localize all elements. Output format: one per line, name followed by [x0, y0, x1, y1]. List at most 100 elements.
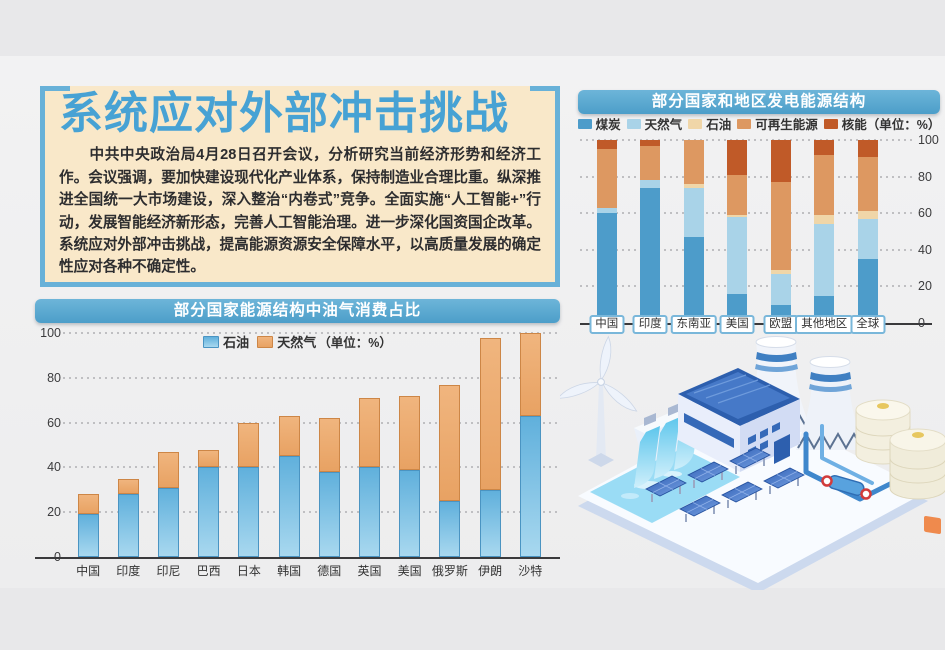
solar-panel	[729, 447, 771, 474]
solar-panel	[645, 475, 687, 502]
legend-label: 天然气	[644, 118, 683, 132]
bar-segment	[198, 467, 220, 557]
bar	[683, 140, 704, 323]
bar-segment	[439, 384, 461, 501]
corner-bracket-right	[530, 86, 560, 91]
legend-swatch	[257, 335, 274, 348]
left-chart-legend: 石油 天然气 （单位：%）	[35, 332, 560, 351]
bar-segment	[318, 471, 340, 557]
right-chart-title: 部分国家和地区发电能源结构	[578, 90, 940, 114]
x-tick-label: 俄罗斯	[431, 564, 468, 578]
category-label-box: 欧盟	[763, 315, 799, 334]
bar	[117, 478, 139, 557]
x-tick-label: 美国	[397, 564, 422, 578]
bar-segment	[359, 467, 380, 557]
bar-segment	[814, 154, 835, 216]
power-mix-chart: 020406080100中国印度东南亚美国欧盟其他地区全球	[580, 132, 942, 337]
category-label-box: 美国	[719, 315, 755, 334]
bar-segment	[814, 140, 835, 155]
bar-segment	[77, 514, 99, 557]
intro-panel: 系统应对外部冲击挑战 中共中央政治局4月28日召开会议，分析研究当前经济形势和经…	[40, 86, 560, 287]
x-tick-label: 德国	[317, 564, 342, 578]
solar-panel	[687, 461, 729, 488]
x-tick-label: 英国	[357, 564, 382, 578]
bar	[278, 415, 300, 557]
legend-item: 石油	[688, 114, 731, 133]
legend-swatch	[737, 118, 752, 129]
legend-swatch	[626, 118, 641, 129]
bar-segment	[117, 478, 139, 495]
category-label-box: 东南亚	[670, 315, 717, 334]
storage-tanks	[855, 399, 945, 535]
bar-segment	[814, 224, 835, 296]
bar	[857, 140, 878, 323]
page-title: 系统应对外部冲击挑战	[59, 89, 509, 138]
bar-segment	[857, 258, 878, 323]
y-tick-label: 80	[47, 370, 61, 385]
bar-segment	[198, 449, 220, 468]
legend-label: 天然气	[277, 335, 317, 350]
legend-swatch	[203, 335, 220, 348]
legend-item: 天然气	[626, 114, 683, 133]
legend-label: 石油	[223, 335, 250, 350]
bar-segment	[596, 149, 617, 208]
bar-segment	[359, 397, 380, 468]
bar-segment	[640, 187, 661, 323]
bar-segment	[596, 140, 617, 150]
bar-segment	[727, 174, 748, 216]
bar	[318, 418, 340, 557]
solar-panel	[763, 467, 805, 494]
legend-label: 可再生能源	[755, 118, 818, 132]
pipes	[803, 424, 901, 502]
legend-item: 煤炭	[577, 114, 621, 133]
bar-segment	[683, 140, 704, 184]
bar-segment	[479, 337, 501, 490]
bar	[814, 140, 835, 323]
bar-segment	[857, 140, 878, 157]
legend-unit-label: （单位：%）	[318, 336, 392, 350]
bar	[640, 140, 661, 323]
y-tick-label: 40	[918, 242, 932, 257]
bar-segment	[479, 489, 501, 557]
bar-segment	[770, 273, 791, 305]
y-tick-label: 100	[40, 326, 61, 340]
solar-panels	[645, 447, 805, 522]
wind-turbine	[557, 335, 638, 467]
category-label-box: 印度	[632, 315, 668, 334]
legend-swatch	[823, 118, 838, 129]
bar-segment	[770, 140, 791, 183]
bar-segment	[770, 182, 791, 270]
x-tick-label: 巴西	[196, 564, 221, 578]
bar-segment	[727, 215, 748, 217]
gridline	[63, 332, 560, 334]
bar	[158, 451, 179, 557]
intro-paragraph: 中共中央政治局4月28日召开会议，分析研究当前经济形势和经济工作。会议强调，要加…	[59, 147, 541, 276]
bar-segment	[640, 145, 661, 181]
bar-segment	[683, 183, 704, 188]
bar-segment	[683, 187, 704, 237]
bar-segment	[399, 395, 421, 470]
bar	[596, 140, 617, 323]
left-chart-title: 部分国家能源结构中油气消费占比	[35, 299, 560, 323]
legend-item: 天然气	[257, 332, 316, 351]
bar	[519, 333, 541, 557]
legend-item: 可再生能源	[737, 114, 818, 133]
bar	[238, 422, 260, 557]
bar-segment	[238, 467, 260, 557]
gridline	[580, 139, 914, 141]
x-tick-label: 中国	[76, 564, 101, 578]
bar-segment	[857, 156, 878, 212]
gridline	[63, 376, 560, 379]
power-plant-illustration	[557, 330, 945, 593]
x-tick-label: 沙特	[518, 564, 543, 578]
bar-segment	[770, 269, 791, 274]
legend-label: 石油	[706, 118, 732, 132]
bar-segment	[640, 180, 661, 188]
bar-segment	[439, 501, 461, 557]
x-tick-label: 印度	[116, 564, 141, 578]
category-label-box: 全球	[850, 315, 886, 334]
solar-panel	[721, 481, 763, 508]
bar	[198, 449, 220, 557]
bar-segment	[640, 140, 661, 146]
bar-segment	[596, 207, 617, 214]
